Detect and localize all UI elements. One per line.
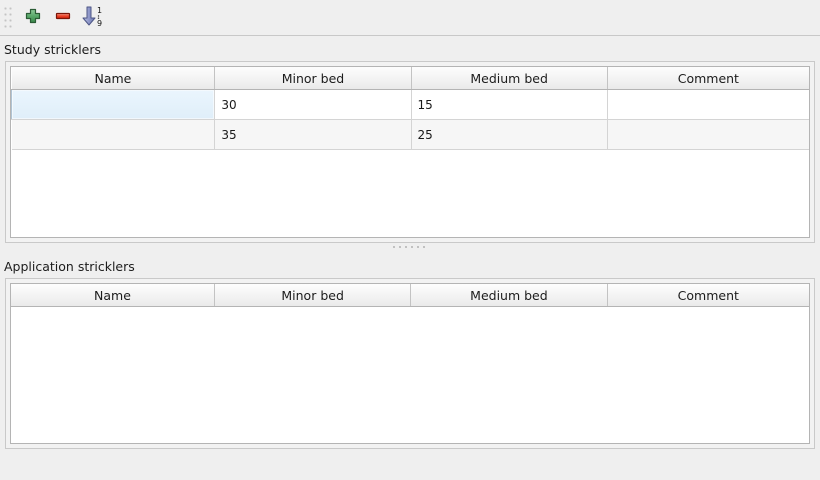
cell-comment[interactable] xyxy=(607,89,809,120)
application-table-container[interactable]: Name Minor bed Medium bed Comment xyxy=(10,283,810,444)
application-panel: Name Minor bed Medium bed Comment xyxy=(5,278,815,449)
application-table: Name Minor bed Medium bed Comment xyxy=(11,284,809,307)
cell-name[interactable] xyxy=(11,89,216,120)
svg-text:1: 1 xyxy=(97,6,102,15)
application-table-header-row: Name Minor bed Medium bed Comment xyxy=(11,284,809,307)
cell-medium-bed[interactable]: 15 xyxy=(411,89,608,120)
panel-splitter[interactable] xyxy=(0,243,820,253)
cell-comment[interactable] xyxy=(607,119,809,150)
column-header-minor-bed[interactable]: Minor bed xyxy=(214,284,412,307)
column-header-comment[interactable]: Comment xyxy=(607,67,809,90)
study-table-header-row: Name Minor bed Medium bed Comment xyxy=(11,67,809,90)
minus-icon xyxy=(54,7,72,28)
toolbar-drag-grip[interactable] xyxy=(4,4,14,31)
sort-ascending-icon: 1 9 xyxy=(81,5,105,30)
column-header-name[interactable]: Name xyxy=(11,284,215,307)
main-toolbar: 1 9 xyxy=(0,0,820,36)
cell-minor-bed[interactable]: 30 xyxy=(214,89,412,120)
study-table: Name Minor bed Medium bed Comment 30 15 … xyxy=(11,67,809,150)
column-header-medium-bed[interactable]: Medium bed xyxy=(410,284,608,307)
table-row[interactable]: 30 15 xyxy=(11,89,809,120)
table-row[interactable]: 35 25 xyxy=(11,119,809,150)
study-table-empty-area[interactable] xyxy=(11,150,809,237)
study-section-label: Study stricklers xyxy=(4,42,102,57)
application-section-label: Application stricklers xyxy=(4,259,135,274)
plus-icon xyxy=(24,7,42,28)
column-header-minor-bed[interactable]: Minor bed xyxy=(214,67,412,90)
cell-name[interactable] xyxy=(11,119,216,150)
sort-button[interactable]: 1 9 xyxy=(78,3,108,33)
application-table-empty-area[interactable] xyxy=(11,307,809,443)
column-header-comment[interactable]: Comment xyxy=(607,284,809,307)
cell-medium-bed[interactable]: 25 xyxy=(411,119,608,150)
splitter-grip-icon xyxy=(393,246,427,250)
svg-text:9: 9 xyxy=(97,19,102,27)
column-header-medium-bed[interactable]: Medium bed xyxy=(411,67,608,90)
column-header-name[interactable]: Name xyxy=(11,67,216,90)
study-panel: Name Minor bed Medium bed Comment 30 15 … xyxy=(5,61,815,243)
remove-button[interactable] xyxy=(48,3,78,33)
add-button[interactable] xyxy=(18,3,48,33)
cell-minor-bed[interactable]: 35 xyxy=(214,119,412,150)
study-table-container[interactable]: Name Minor bed Medium bed Comment 30 15 … xyxy=(10,66,810,238)
